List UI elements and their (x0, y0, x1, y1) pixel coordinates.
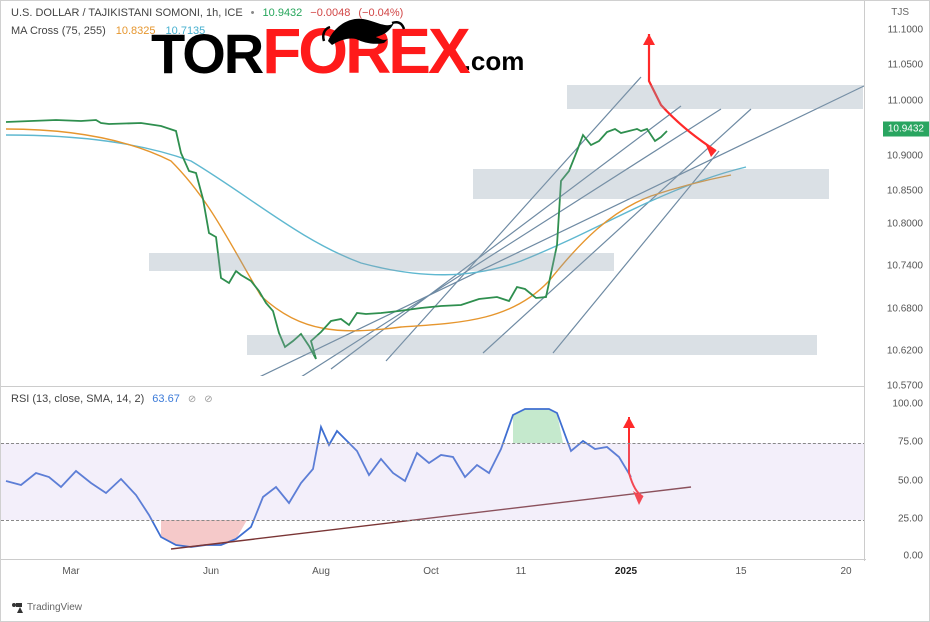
watermark-text: TradingView (27, 602, 82, 613)
price-badge: 10.9432 (883, 122, 929, 137)
x-axis: Mar Jun Aug Oct 11 2025 15 20 (1, 559, 866, 587)
change-abs: −0.0048 (310, 7, 350, 19)
tradingview-watermark: TradingView (11, 601, 82, 613)
rsi-value: 63.67 (152, 393, 180, 405)
y-tick: 10.5700 (887, 381, 923, 392)
trend-line (386, 77, 641, 361)
y-tick: 10.6200 (887, 346, 923, 357)
y-tick: 11.0500 (888, 60, 923, 71)
settings-icon[interactable]: ⊘ (204, 394, 212, 405)
x-tick: Jun (203, 566, 219, 577)
x-tick: Mar (62, 566, 79, 577)
x-tick: 15 (735, 566, 746, 577)
logo-watermark: TORFOREX .com (151, 19, 524, 83)
support-zone-1 (149, 253, 614, 271)
change-pct: (−0.04%) (358, 7, 403, 19)
y-axis: TJS 11.1000 11.0500 11.0000 10.9000 10.8500 1… (864, 1, 929, 561)
ma-slow-value: 10.7135 (166, 25, 206, 37)
support-zone-2 (247, 335, 817, 355)
rsi-upper-band (1, 443, 866, 444)
arrow-head-up-icon (643, 34, 655, 45)
x-tick: Aug (312, 566, 330, 577)
last-price: 10.9432 (263, 7, 303, 19)
rsi-lower-band (1, 520, 866, 521)
rsi-band-fill (1, 443, 866, 520)
eye-icon[interactable]: ⊘ (188, 394, 196, 405)
symbol-name: U.S. DOLLAR / TAJIKISTANI SOMONI, 1h, IC… (11, 7, 243, 19)
logo-forex: FOREX (262, 19, 467, 83)
rsi-y-tick: 0.00 (904, 551, 923, 562)
ohlc-dot: • (251, 7, 255, 19)
resistance-zone-2 (473, 169, 829, 199)
price-line (6, 120, 667, 359)
ma-fast-line (6, 129, 731, 331)
logo-com: .com (464, 46, 525, 77)
rsi-arrow-up-icon (623, 417, 635, 428)
y-tick: 11.0000 (888, 96, 923, 107)
symbol-header: U.S. DOLLAR / TAJIKISTANI SOMONI, 1h, IC… (11, 7, 403, 19)
tradingview-icon (11, 601, 23, 613)
y-tick: 11.1000 (888, 25, 923, 36)
rsi-y-tick: 75.00 (898, 437, 923, 448)
x-tick: 11 (516, 566, 526, 577)
x-tick: 20 (840, 566, 851, 577)
pair-code: TJS (891, 7, 909, 18)
rsi-y-tick: 25.00 (898, 514, 923, 525)
rsi-panel[interactable]: RSI (13, close, SMA, 14, 2) 63.67 ⊘ ⊘ (1, 386, 866, 561)
y-tick: 10.9000 (887, 151, 923, 162)
rsi-y-tick: 50.00 (898, 476, 923, 487)
rsi-header: RSI (13, close, SMA, 14, 2) 63.67 ⊘ ⊘ (11, 393, 213, 405)
x-tick: Oct (423, 566, 439, 577)
rsi-label: RSI (13, close, SMA, 14, 2) (11, 393, 144, 405)
ma-fast-value: 10.8325 (116, 25, 156, 37)
rsi-overbought-fill (513, 409, 563, 443)
chart-root: U.S. DOLLAR / TAJIKISTANI SOMONI, 1h, IC… (0, 0, 930, 622)
rsi-y-tick: 100.00 (892, 399, 923, 410)
x-tick: 2025 (615, 566, 637, 577)
y-tick: 10.7400 (887, 261, 923, 272)
y-tick: 10.6800 (887, 304, 923, 315)
ma-label: MA Cross (75, 255) (11, 25, 106, 37)
trend-line (483, 109, 751, 353)
ma-cross-header: MA Cross (75, 255) 10.8325 10.7135 (11, 25, 205, 37)
y-tick: 10.8000 (887, 219, 923, 230)
y-tick: 10.8500 (887, 186, 923, 197)
resistance-zone-1 (567, 85, 863, 109)
